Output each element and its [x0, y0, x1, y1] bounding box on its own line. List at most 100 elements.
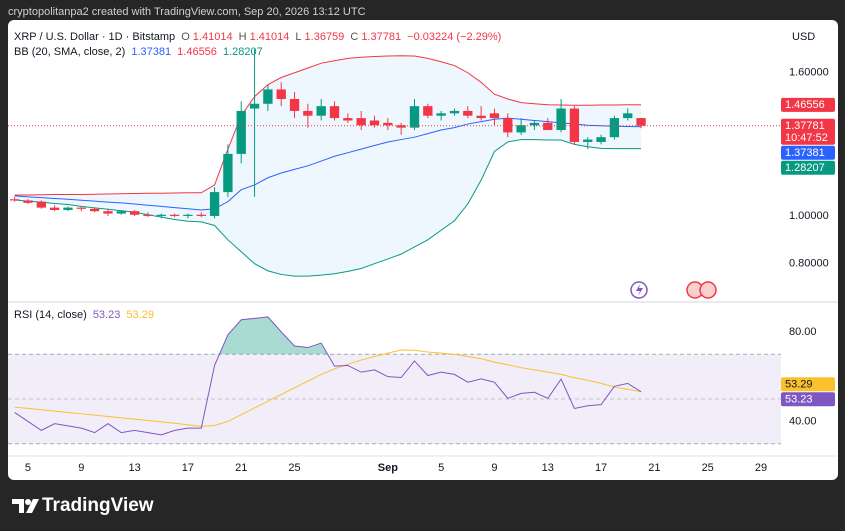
credit: cryptopolitanpa2 created with TradingVie…	[8, 6, 366, 18]
ohlc-prefix: L	[295, 31, 302, 43]
axis-tag-sub: 10:47:52	[785, 132, 828, 144]
x-tick-label: Sep	[378, 462, 398, 474]
rsi-name: RSI (14, close)	[14, 309, 87, 321]
event-icons	[630, 281, 717, 299]
bb-name: BB (20, SMA, close, 2)	[14, 46, 126, 58]
candle-body	[396, 125, 406, 128]
bb-upper-line	[14, 55, 642, 196]
candle-body	[276, 89, 286, 99]
candle-body	[583, 139, 593, 142]
rsi-value: 53.23	[92, 309, 121, 321]
candle-body	[543, 122, 553, 131]
x-tick-label: 25	[288, 462, 300, 474]
candle-body	[609, 118, 620, 138]
x-tick-label: 29	[755, 462, 767, 474]
candle-body	[183, 214, 193, 216]
rsi-ma-value: 53.29	[126, 309, 154, 321]
ohlc-value: 1.41014	[192, 31, 233, 43]
bb-legend: BB (20, SMA, close, 2) 1.37381 1.46556 1…	[14, 46, 266, 58]
candle-body	[89, 208, 100, 212]
x-tick-label: 13	[542, 462, 554, 474]
y-tick-label: 0.80000	[789, 258, 829, 270]
candle-body	[49, 207, 60, 210]
candle-body	[343, 118, 353, 121]
axis-tag	[781, 392, 835, 407]
logo-mark	[25, 499, 31, 505]
candle-body	[476, 115, 486, 119]
bb-fill	[14, 55, 642, 277]
candle-body	[436, 113, 446, 116]
candle-body	[116, 211, 126, 214]
axis-tag	[781, 97, 835, 112]
ohlc-value: 1.36759	[304, 31, 345, 43]
candle-body	[449, 110, 460, 114]
candle-body	[249, 103, 260, 109]
logo-mark	[26, 499, 39, 513]
x-tick-label: 21	[648, 462, 660, 474]
currency: USD	[792, 31, 815, 43]
candle-body	[356, 118, 366, 126]
candle-body	[196, 214, 206, 216]
price-pane	[9, 48, 646, 277]
axis-tag	[781, 118, 835, 145]
candle-body	[463, 110, 473, 116]
candle-body	[316, 106, 326, 116]
rsi-tick-label: 80.00	[789, 326, 817, 338]
rsi-tick-label: 40.00	[789, 415, 817, 427]
candle-body	[529, 122, 540, 126]
change: −0.03224 (−2.29%)	[407, 31, 502, 43]
candle-body	[76, 207, 86, 209]
candle-body	[516, 125, 526, 133]
ohlc-prefix: H	[238, 31, 247, 43]
candle-body	[623, 113, 633, 119]
logo-mark	[12, 499, 24, 513]
symbol-legend: XRP / U.S. Dollar · 1D · Bitstamp O 1.410…	[14, 31, 504, 43]
axis-tag-label: 1.37781	[785, 120, 825, 132]
candle-body	[103, 211, 113, 214]
ohlc-prefix: C	[350, 31, 359, 43]
candle-body	[236, 110, 246, 154]
rsi-ma-line	[14, 349, 642, 427]
axis-tag-label: 1.28207	[785, 162, 825, 174]
ohlc-prefix: O	[181, 31, 190, 43]
candle-body	[129, 211, 140, 215]
candle-body	[209, 192, 220, 216]
chart-panel	[8, 20, 838, 480]
candle-body	[9, 199, 20, 201]
logo	[12, 499, 39, 513]
bb-basis-line	[14, 117, 642, 211]
candle-body	[569, 108, 580, 142]
candle-body	[556, 108, 566, 131]
x-tick-label: 9	[491, 462, 497, 474]
x-tick-label: 13	[128, 462, 140, 474]
axis-tag-label: 53.23	[785, 394, 813, 406]
candle-body	[503, 118, 513, 133]
x-tick-label: 25	[702, 462, 714, 474]
ohlc-value: 1.41014	[249, 31, 290, 43]
candle-body	[423, 106, 433, 116]
x-tick-label: 5	[25, 462, 31, 474]
candle-body	[303, 110, 313, 116]
x-tick-label: 17	[595, 462, 607, 474]
ohlc-value: 1.37781	[361, 31, 402, 43]
event-icon-glyph	[636, 284, 643, 296]
x-tick-label: 9	[78, 462, 84, 474]
candle-body	[489, 113, 500, 119]
candle-body	[143, 214, 153, 216]
candle-body	[409, 106, 420, 128]
rsi-legend: RSI (14, close) 53.23 53.29	[14, 309, 157, 321]
candle-body	[36, 201, 46, 208]
candle-body	[289, 98, 300, 111]
y-tick-label: 1.60000	[789, 67, 829, 79]
bb-basis-value: 1.37381	[131, 46, 172, 58]
x-tick-label: 5	[438, 462, 444, 474]
axis-tag	[781, 145, 835, 160]
branding: TradingView	[42, 495, 154, 516]
candle-body	[223, 153, 233, 193]
candle-body	[63, 207, 73, 210]
candle-body	[636, 118, 646, 126]
axis-tag	[781, 160, 835, 175]
candle-body	[596, 137, 606, 142]
